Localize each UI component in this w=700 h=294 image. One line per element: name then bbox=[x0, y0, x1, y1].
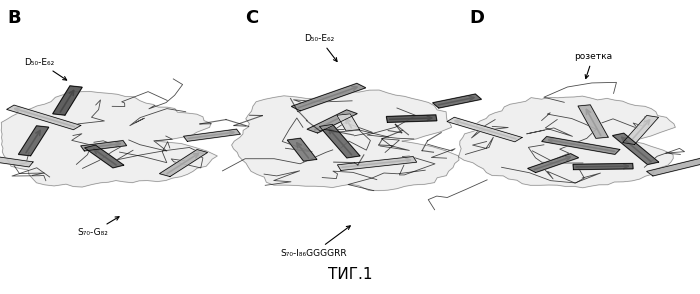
Polygon shape bbox=[319, 124, 360, 158]
Polygon shape bbox=[528, 154, 579, 173]
Polygon shape bbox=[7, 105, 80, 130]
Text: S₇₀-G₈₂: S₇₀-G₈₂ bbox=[77, 217, 119, 237]
Polygon shape bbox=[458, 96, 676, 188]
Polygon shape bbox=[612, 133, 659, 165]
Text: B: B bbox=[7, 9, 20, 27]
Polygon shape bbox=[337, 157, 416, 171]
Polygon shape bbox=[307, 110, 357, 133]
Text: D: D bbox=[469, 9, 484, 27]
Polygon shape bbox=[647, 155, 700, 176]
Polygon shape bbox=[232, 90, 459, 191]
Polygon shape bbox=[623, 116, 659, 144]
Polygon shape bbox=[386, 115, 437, 122]
Polygon shape bbox=[578, 105, 608, 138]
Polygon shape bbox=[183, 129, 240, 141]
Polygon shape bbox=[160, 150, 208, 177]
Polygon shape bbox=[18, 126, 49, 156]
Polygon shape bbox=[433, 94, 482, 108]
Text: S₇₀-I₈₆GGGGRR: S₇₀-I₈₆GGGGRR bbox=[280, 226, 350, 258]
Text: C: C bbox=[245, 9, 258, 27]
Polygon shape bbox=[80, 141, 127, 151]
Polygon shape bbox=[337, 114, 360, 131]
Polygon shape bbox=[0, 157, 33, 167]
Text: розетка: розетка bbox=[574, 52, 612, 78]
Polygon shape bbox=[52, 86, 82, 115]
Text: ΤИГ.1: ΤИГ.1 bbox=[328, 267, 372, 282]
Text: D₅₀-E₆₂: D₅₀-E₆₂ bbox=[25, 58, 66, 80]
Text: D₅₀-E₆₂: D₅₀-E₆₂ bbox=[304, 34, 337, 61]
Polygon shape bbox=[573, 163, 633, 170]
Polygon shape bbox=[542, 137, 620, 154]
Polygon shape bbox=[291, 83, 365, 111]
Polygon shape bbox=[447, 117, 522, 142]
Polygon shape bbox=[85, 145, 124, 168]
Polygon shape bbox=[1, 91, 217, 187]
Polygon shape bbox=[287, 138, 317, 161]
